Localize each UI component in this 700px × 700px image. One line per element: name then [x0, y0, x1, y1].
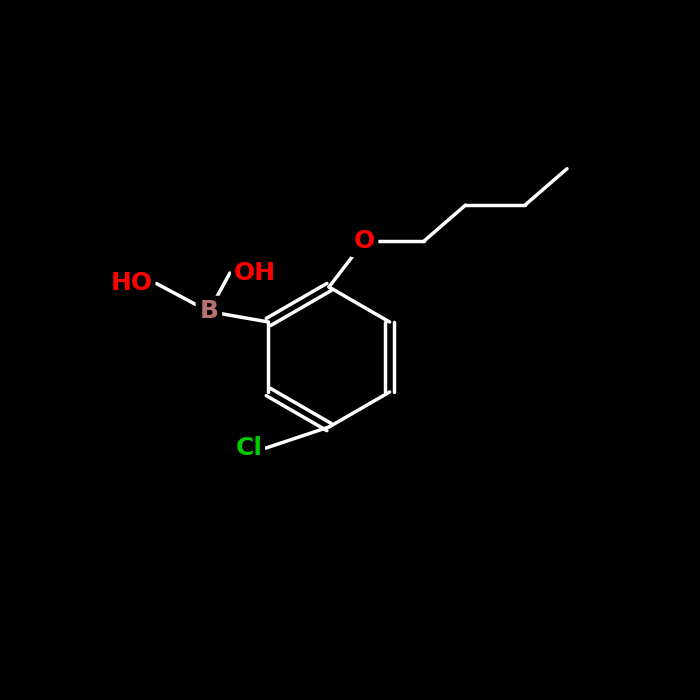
Text: Cl: Cl [235, 436, 262, 460]
Text: O: O [354, 230, 374, 253]
Text: B: B [199, 300, 218, 323]
Text: HO: HO [111, 272, 153, 295]
Text: OH: OH [233, 261, 276, 285]
